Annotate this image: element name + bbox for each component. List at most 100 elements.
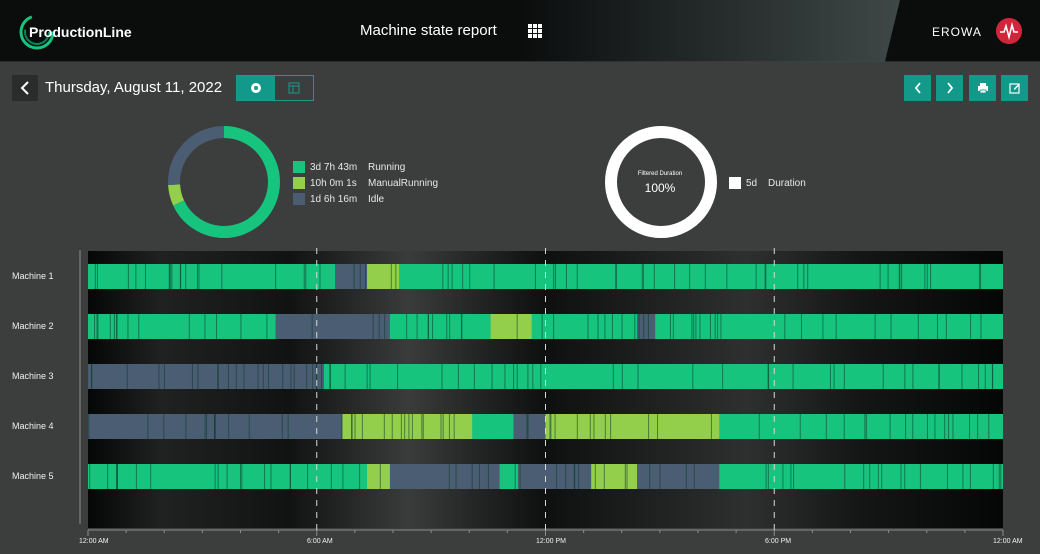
apps-grid-icon[interactable] [528,24,542,38]
view-toggle[interactable] [236,75,314,101]
chevron-right-icon [946,82,953,94]
legend-duration: 1d 6h 16m [310,193,358,205]
state-change-mark [695,314,697,339]
state-change-mark [797,264,799,289]
edit-button[interactable] [1001,75,1028,101]
state-change-mark [462,264,464,289]
state-change-mark [240,314,242,339]
print-button[interactable] [969,75,996,101]
machine-label-2: Machine 2 [12,321,54,331]
state-change-mark [917,314,919,339]
chart-view-button[interactable] [237,76,275,100]
state-change-mark [594,464,596,489]
previous-button[interactable] [904,75,931,101]
state-change-mark [107,464,109,489]
state-change-mark [638,314,640,339]
state-change-mark [171,264,173,289]
back-button[interactable] [12,75,38,101]
table-view-button[interactable] [275,76,313,100]
state-change-mark [657,414,659,439]
state-change-mark [471,464,473,489]
state-change-mark [615,264,617,289]
state-change-mark [135,464,137,489]
state-change-mark [541,314,543,339]
state-change-mark [641,264,643,289]
legend-swatch [293,177,305,189]
state-change-mark [944,414,946,439]
state-change-mark [473,364,475,389]
state-change-mark [447,264,449,289]
state-change-mark [341,414,343,439]
state-change-mark [790,464,792,489]
state-change-mark [206,414,208,439]
state-change-mark [214,464,216,489]
state-change-mark [239,464,241,489]
app-logo[interactable]: ProductionLine [18,12,132,52]
state-change-mark [720,314,722,339]
legend-duration: 10h 0m 1s [310,177,357,189]
state-change-mark [899,264,901,289]
legend-swatch [293,161,305,173]
state-change-mark [330,464,332,489]
state-change-mark [685,464,687,489]
state-change-mark [422,414,424,439]
state-change-mark [978,364,980,389]
printer-icon [977,83,988,94]
brand-name: EROWA [932,25,982,39]
state-segment [275,314,390,339]
state-change-mark [241,464,243,489]
state-change-mark [449,314,451,339]
state-change-mark [765,464,767,489]
state-change-mark [361,414,363,439]
state-change-mark [228,414,230,439]
state-change-mark [303,264,305,289]
state-change-mark [863,464,865,489]
state-change-mark [978,264,980,289]
state-change-mark [992,464,994,489]
state-change-mark [919,464,921,489]
state-change-mark [534,264,536,289]
state-change-mark [427,314,429,339]
state-segment [88,364,325,389]
state-change-mark [127,314,129,339]
state-change-mark [900,464,902,489]
axis-label-6pm: 6:00 PM [765,538,792,545]
legend-duration: 5d [746,177,758,189]
state-change-mark [351,414,353,439]
state-change-mark [844,464,846,489]
state-change-mark [807,264,809,289]
state-change-mark [198,264,200,289]
state-change-mark [565,264,567,289]
state-change-mark [248,414,250,439]
state-change-mark [275,264,277,289]
state-change-mark [213,414,215,439]
state-segment [499,464,519,489]
state-change-mark [372,314,374,339]
next-button[interactable] [936,75,963,101]
state-change-mark [307,464,309,489]
state-change-mark [321,364,323,389]
state-change-mark [576,264,578,289]
state-change-mark [457,364,459,389]
state-change-mark [984,364,986,389]
state-legend: 3d 7h 43m Running 10h 0m 1s ManualRunnin… [293,159,438,207]
state-change-mark [188,314,190,339]
state-change-mark [714,314,716,339]
state-change-mark [138,314,140,339]
state-change-mark [514,464,516,489]
state-change-mark [257,364,259,389]
state-change-mark [268,364,270,389]
state-segment [88,314,276,339]
state-change-mark [642,264,644,289]
state-change-mark [243,364,245,389]
state-change-mark [603,464,605,489]
state-change-mark [803,264,805,289]
state-change-mark [147,414,149,439]
state-change-mark [576,414,578,439]
axis-label-noon: 12:00 PM [536,538,566,545]
state-change-mark [306,364,308,389]
state-change-mark [126,364,128,389]
state-change-mark [977,414,979,439]
state-change-mark [397,364,399,389]
state-change-mark [578,464,580,489]
